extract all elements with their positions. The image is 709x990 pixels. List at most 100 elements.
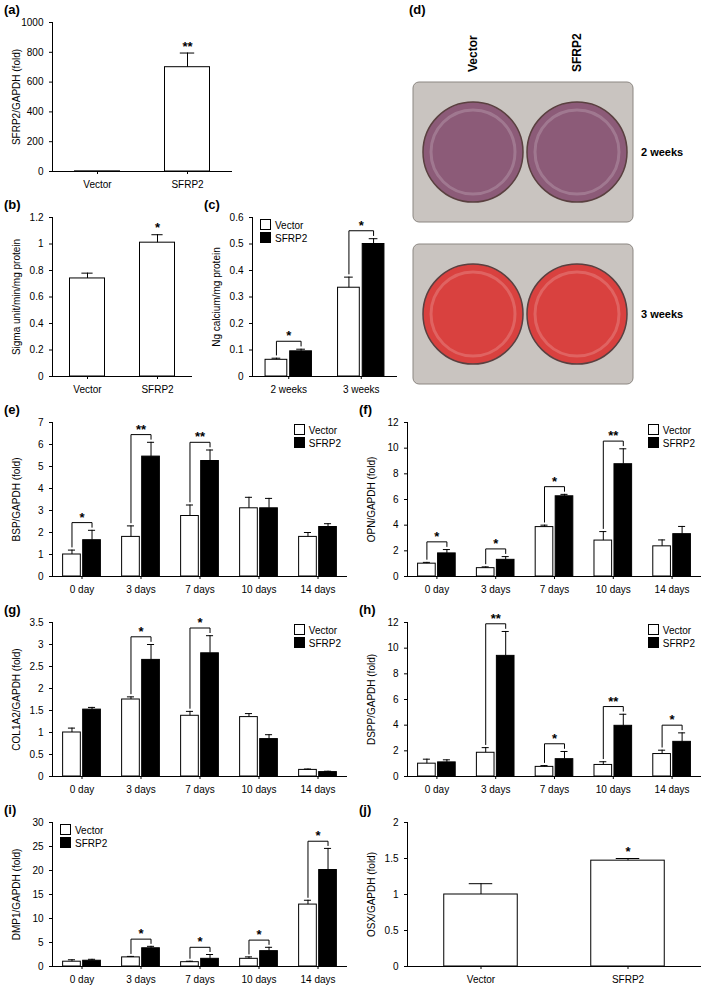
svg-text:COL1A2/GAPDH (fold): COL1A2/GAPDH (fold): [11, 648, 22, 750]
svg-text:0: 0: [393, 571, 399, 582]
svg-text:0 day: 0 day: [425, 784, 449, 795]
svg-text:1000: 1000: [21, 17, 44, 28]
svg-text:15: 15: [32, 889, 44, 900]
svg-text:14 days: 14 days: [655, 584, 690, 595]
svg-text:2: 2: [38, 527, 44, 538]
svg-text:7 days: 7 days: [540, 784, 569, 795]
svg-text:*: *: [625, 844, 631, 859]
svg-text:**: **: [182, 39, 193, 54]
svg-text:5: 5: [38, 461, 44, 472]
svg-text:1: 1: [38, 727, 44, 738]
svg-text:10: 10: [32, 913, 44, 924]
svg-text:DMP1/GAPDH (fold): DMP1/GAPDH (fold): [11, 849, 22, 941]
svg-text:3: 3: [38, 639, 44, 650]
svg-text:14 days: 14 days: [300, 784, 335, 795]
svg-text:6: 6: [38, 439, 44, 450]
svg-text:12: 12: [387, 617, 399, 628]
svg-text:4: 4: [393, 719, 399, 730]
svg-text:2: 2: [38, 683, 44, 694]
svg-text:1: 1: [38, 238, 44, 249]
svg-text:800: 800: [27, 47, 44, 58]
svg-text:2: 2: [393, 745, 399, 756]
svg-text:3 days: 3 days: [481, 584, 510, 595]
svg-text:3 weeks: 3 weeks: [343, 384, 380, 395]
svg-text:*: *: [256, 927, 262, 942]
svg-text:1.5: 1.5: [385, 853, 399, 864]
svg-text:SFRP2: SFRP2: [141, 384, 174, 395]
svg-text:2: 2: [393, 545, 399, 556]
svg-text:0.8: 0.8: [30, 265, 44, 276]
svg-text:0: 0: [38, 571, 44, 582]
svg-text:0.4: 0.4: [30, 318, 44, 329]
svg-text:OSX/GAPDH (fold): OSX/GAPDH (fold): [366, 852, 377, 937]
svg-text:SFRP2: SFRP2: [171, 179, 204, 190]
svg-text:7 days: 7 days: [540, 584, 569, 595]
svg-text:*: *: [359, 218, 365, 233]
svg-text:SFRP2/GAPDH (fold): SFRP2/GAPDH (fold): [11, 49, 22, 145]
svg-text:7: 7: [38, 417, 44, 428]
svg-text:4: 4: [38, 483, 44, 494]
svg-text:0.1: 0.1: [230, 344, 244, 355]
svg-text:14 days: 14 days: [300, 974, 335, 985]
svg-text:7 days: 7 days: [185, 784, 214, 795]
svg-text:10: 10: [387, 642, 399, 653]
svg-text:7 days: 7 days: [185, 974, 214, 985]
svg-text:10 days: 10 days: [596, 584, 631, 595]
svg-text:0.6: 0.6: [30, 291, 44, 302]
svg-text:3 days: 3 days: [481, 784, 510, 795]
svg-text:Vector: Vector: [73, 384, 102, 395]
svg-text:25: 25: [32, 841, 44, 852]
svg-text:OPN/GAPDH (fold): OPN/GAPDH (fold): [366, 457, 377, 543]
svg-text:5: 5: [38, 937, 44, 948]
svg-text:Sigma unit/min/mg protein: Sigma unit/min/mg protein: [11, 239, 22, 355]
svg-text:2 weeks: 2 weeks: [270, 384, 307, 395]
svg-text:600: 600: [27, 76, 44, 87]
svg-text:0 day: 0 day: [70, 584, 94, 595]
svg-text:0 day: 0 day: [425, 584, 449, 595]
svg-text:*: *: [197, 615, 203, 630]
svg-text:*: *: [552, 474, 558, 489]
svg-text:**: **: [136, 422, 147, 437]
svg-text:6: 6: [393, 694, 399, 705]
svg-text:0: 0: [393, 961, 399, 972]
svg-text:4: 4: [393, 519, 399, 530]
svg-text:*: *: [155, 220, 161, 235]
svg-text:0.3: 0.3: [230, 291, 244, 302]
svg-text:10 days: 10 days: [241, 584, 276, 595]
svg-text:*: *: [79, 510, 85, 525]
svg-text:*: *: [670, 712, 676, 727]
svg-text:**: **: [491, 611, 502, 626]
svg-text:Vector: Vector: [83, 179, 112, 190]
svg-text:0 day: 0 day: [70, 784, 94, 795]
svg-text:1: 1: [38, 549, 44, 560]
svg-text:Ng calcium/mg protein: Ng calcium/mg protein: [211, 247, 222, 346]
svg-text:2 weeks: 2 weeks: [641, 146, 683, 158]
svg-text:0: 0: [393, 771, 399, 782]
svg-text:10 days: 10 days: [241, 974, 276, 985]
svg-text:0.6: 0.6: [230, 212, 244, 223]
svg-text:0.4: 0.4: [230, 265, 244, 276]
svg-text:**: **: [195, 429, 206, 444]
svg-text:10 days: 10 days: [241, 784, 276, 795]
svg-text:0.2: 0.2: [30, 344, 44, 355]
svg-text:0: 0: [38, 371, 44, 382]
svg-text:0: 0: [38, 771, 44, 782]
svg-text:0: 0: [38, 961, 44, 972]
svg-text:0.5: 0.5: [30, 749, 44, 760]
svg-text:2.5: 2.5: [30, 661, 44, 672]
svg-text:3 weeks: 3 weeks: [641, 308, 683, 320]
svg-text:30: 30: [32, 817, 44, 828]
svg-text:14 days: 14 days: [300, 584, 335, 595]
svg-text:2: 2: [393, 817, 399, 828]
svg-text:3 days: 3 days: [126, 974, 155, 985]
svg-text:Vector: Vector: [467, 974, 496, 985]
svg-text:400: 400: [27, 106, 44, 117]
svg-text:3 days: 3 days: [126, 784, 155, 795]
svg-text:10: 10: [387, 442, 399, 453]
svg-text:14 days: 14 days: [655, 784, 690, 795]
svg-text:0.2: 0.2: [230, 318, 244, 329]
svg-text:SFRP2: SFRP2: [570, 33, 584, 72]
svg-text:BSP/GAPDH (fold): BSP/GAPDH (fold): [11, 458, 22, 542]
svg-text:0 day: 0 day: [70, 974, 94, 985]
svg-text:*: *: [552, 731, 558, 746]
